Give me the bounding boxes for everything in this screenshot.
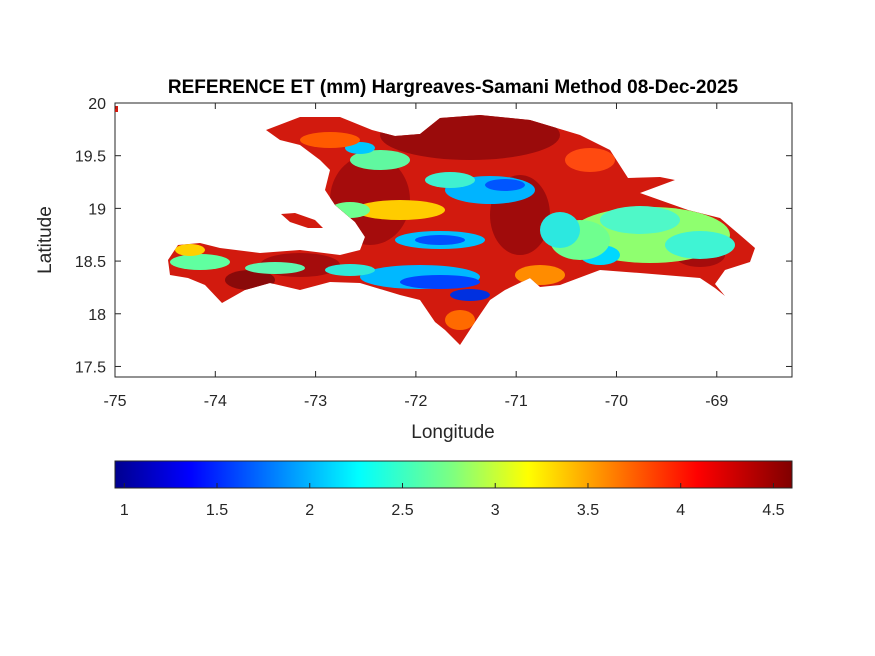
y-tick-label: 18.5 (75, 254, 106, 271)
colorbar-tick-label: 2.5 (391, 502, 413, 519)
map-panel: -75 -74 -73 -72 -71 -70 -69 17.5 18 18.5 19 19.5 20 (75, 96, 793, 410)
colorbar-tick-label: 3.5 (577, 502, 599, 519)
colorbar-gradient (114, 460, 793, 489)
y-axis-label: Latitude (35, 206, 56, 274)
map-title: REFERENCE ET (mm) Hargreaves-Samani Meth… (168, 77, 739, 98)
colorbar-tick-label: 2 (305, 502, 314, 519)
y-tick-label: 19.5 (75, 149, 106, 166)
colorbar-tick-label: 1 (120, 502, 129, 519)
x-axis: -75 -74 -73 -72 -71 -70 -69 (103, 103, 728, 410)
raster-speck (115, 106, 118, 112)
x-tick-label: -73 (304, 393, 327, 410)
colorbar-ticks: 1 1.5 2 2.5 3 3.5 4 4.5 (120, 483, 785, 519)
x-tick-label: -74 (204, 393, 227, 410)
y-axis: 17.5 18 18.5 19 19.5 20 (75, 96, 792, 376)
colorbar-tick-label: 3 (491, 502, 500, 519)
y-tick-label: 17.5 (75, 359, 106, 376)
x-tick-label: -75 (103, 393, 126, 410)
y-tick-label: 18 (88, 307, 106, 324)
colorbar: 1 1.5 2 2.5 3 3.5 4 4.5 (114, 460, 793, 519)
y-tick-label: 20 (88, 96, 106, 113)
x-tick-label: -72 (404, 393, 427, 410)
y-tick-label: 19 (88, 201, 106, 218)
colorbar-tick-label: 1.5 (206, 502, 228, 519)
x-tick-label: -69 (705, 393, 728, 410)
x-axis-label: Longitude (411, 422, 494, 443)
x-tick-label: -70 (605, 393, 628, 410)
x-tick-label: -71 (505, 393, 528, 410)
colorbar-tick-label: 4.5 (762, 502, 784, 519)
colorbar-tick-label: 4 (676, 502, 685, 519)
